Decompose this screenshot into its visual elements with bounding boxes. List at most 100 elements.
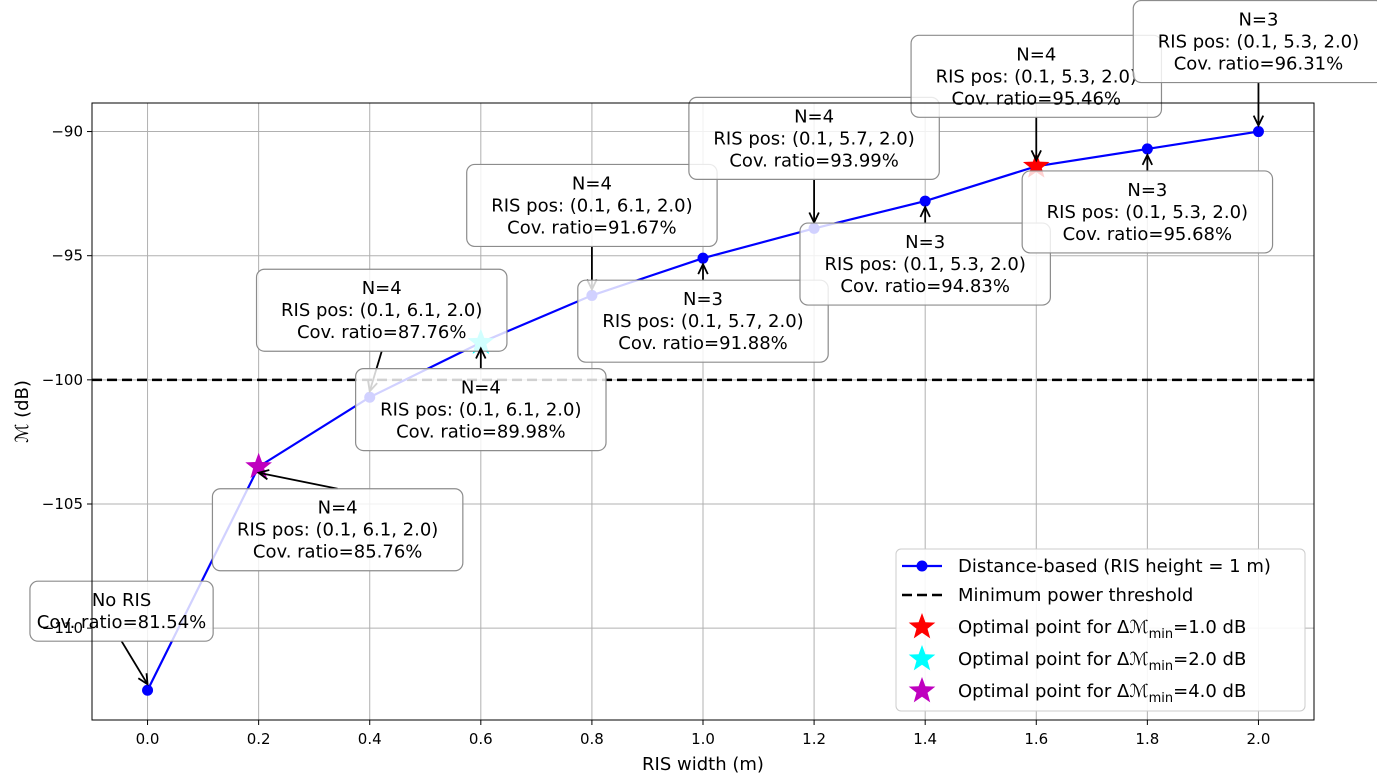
annotation-text: N=3 [683, 289, 723, 310]
annotation-arrowhead [475, 346, 487, 359]
annotation-text: N=3 [905, 232, 945, 253]
x-tick-label: 0.6 [469, 730, 493, 748]
data-point [1141, 143, 1153, 155]
annotation-text: Cov. ratio=81.54% [37, 612, 207, 633]
annotation-arrow [258, 471, 338, 490]
x-tick-label: 1.6 [1024, 730, 1048, 748]
legend-box [895, 548, 1306, 712]
legend-label-suffix: =4.0 dB [1173, 681, 1246, 702]
legend-label-prefix: Optimal point for Δℳ [958, 617, 1149, 638]
legend-label-suffix: =1.0 dB [1173, 617, 1246, 638]
annotation-box [577, 279, 829, 363]
annotation-text: Cov. ratio=91.67% [507, 217, 677, 238]
annotation-box [1021, 170, 1274, 254]
legend-label: Distance-based (RIS height = 1 m) [958, 556, 1271, 577]
x-tick-label: 1.4 [913, 730, 937, 748]
annotation-arrowhead [697, 262, 709, 275]
legend-label: Optimal point for Δℳmin=2.0 dB [958, 649, 1246, 674]
x-tick-label: 0.2 [247, 730, 271, 748]
ticks: 0.0 0.2 0.4 0.6 0.8 1.0 1.2 1.4 1.6 1.8 2.0 −110 −10… [42, 123, 1271, 748]
annotation-box [255, 268, 508, 352]
legend-series-marker [916, 560, 928, 572]
annotation-text: RIS pos: (0.1, 5.3, 2.0) [936, 66, 1137, 87]
annotation-text: N=4 [572, 173, 612, 194]
annotation-text: Cov. ratio=95.68% [1063, 224, 1233, 245]
annotation-text: RIS pos: (0.1, 6.1, 2.0) [237, 520, 438, 541]
annotation-text: RIS pos: (0.1, 6.1, 2.0) [491, 195, 692, 216]
legend-star-marker [908, 645, 936, 671]
x-tick-label: 1.8 [1135, 730, 1159, 748]
x-tick-label: 0.4 [358, 730, 382, 748]
annotation-arrowhead [256, 469, 270, 481]
annotation-text: RIS pos: (0.1, 6.1, 2.0) [281, 300, 482, 321]
x-tick-label: 1.2 [802, 730, 826, 748]
annotation-text: N=4 [318, 498, 358, 519]
annotation-text: N=4 [362, 278, 402, 299]
legend-star-marker [908, 677, 936, 703]
annotation-text: RIS pos: (0.1, 5.7, 2.0) [713, 128, 914, 149]
annotation-text: N=3 [1127, 180, 1167, 201]
x-tick-label: 0.8 [580, 730, 604, 748]
y-tick-label: −110 [42, 619, 83, 637]
legend-label: Optimal point for Δℳmin=4.0 dB [958, 681, 1246, 706]
y-tick-label: −100 [42, 371, 83, 389]
annotation-arrow [120, 640, 149, 685]
legend-star-marker [908, 613, 936, 639]
annotation-arrowhead [919, 205, 931, 218]
legend: Distance-based (RIS height = 1 m) Minimum… [895, 548, 1306, 712]
legend-label-sub: min [1149, 627, 1174, 642]
optimal-point-star [1022, 152, 1050, 178]
annotation-text: RIS pos: (0.1, 5.3, 2.0) [1158, 32, 1359, 53]
data-point [1252, 126, 1264, 138]
annotation-box [211, 488, 464, 572]
annotation-text: No RIS [92, 590, 151, 611]
annotation-text: Cov. ratio=85.76% [253, 542, 423, 563]
annotation-text: Cov. ratio=95.46% [952, 88, 1122, 109]
annotation-text: Cov. ratio=96.31% [1174, 54, 1344, 75]
annotation-text: RIS pos: (0.1, 5.7, 2.0) [602, 311, 803, 332]
annotation-text: N=3 [1238, 10, 1278, 31]
annotation-text: RIS pos: (0.1, 5.3, 2.0) [824, 254, 1025, 275]
annotation-text: RIS pos: (0.1, 5.3, 2.0) [1047, 202, 1248, 223]
y-tick-label: −105 [42, 495, 83, 513]
annotation-text: Cov. ratio=94.83% [840, 276, 1010, 297]
legend-label: Optimal point for Δℳmin=1.0 dB [958, 617, 1246, 642]
legend-label: Minimum power threshold [958, 585, 1193, 606]
annotation-box [29, 580, 214, 642]
annotation-text: N=4 [461, 378, 501, 399]
annotation-arrowhead [808, 212, 820, 225]
annotation-arrowhead [137, 673, 149, 686]
data-point [919, 195, 931, 207]
data-point [142, 684, 154, 696]
optimal-point-star [245, 452, 272, 479]
annotation-text: N=4 [1016, 44, 1056, 65]
annotation-box [355, 367, 607, 452]
annotation-text: Cov. ratio=91.88% [618, 333, 788, 354]
annotation-text: Cov. ratio=93.99% [729, 150, 899, 171]
annotation-box [466, 163, 718, 248]
y-axis-label: ℳ (dB) [12, 380, 33, 443]
x-tick-label: 1.0 [691, 730, 715, 748]
annotation-box [799, 222, 1051, 306]
x-tick-label: 0.0 [136, 730, 160, 748]
data-point [697, 252, 709, 264]
x-axis-label: RIS width (m) [642, 754, 764, 775]
annotation-text: Cov. ratio=87.76% [297, 322, 467, 343]
annotation-text: Cov. ratio=89.98% [396, 422, 566, 443]
annotation-box [688, 96, 940, 180]
legend-label-suffix: =2.0 dB [1173, 649, 1246, 670]
y-tick-label: −90 [51, 123, 83, 141]
annotation-text: N=4 [794, 106, 834, 127]
annotation-box [1132, 0, 1377, 84]
